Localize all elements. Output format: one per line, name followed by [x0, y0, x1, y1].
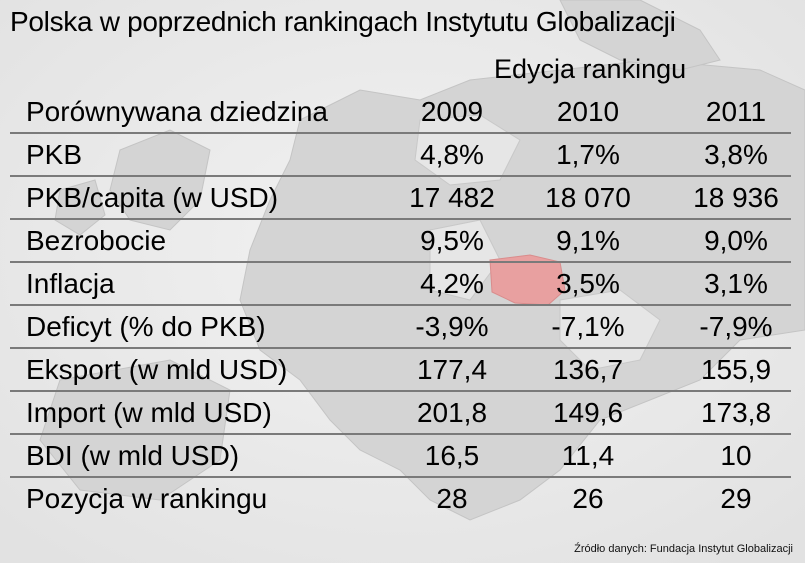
value-2009: 16,5 [424, 440, 480, 471]
value-2010: 136,7 [552, 354, 624, 385]
row-divider [10, 347, 791, 349]
column-header-2009: 2009 [420, 96, 484, 127]
row-divider [10, 433, 791, 435]
row-divider [10, 175, 791, 177]
value-2009: 4,2% [420, 268, 484, 299]
value-2010: 26 [572, 483, 604, 514]
row-label: BDI (w mld USD) [26, 440, 240, 471]
value-2009: 4,8% [420, 139, 484, 170]
value-2010: 11,4 [561, 440, 615, 471]
edition-header: Edycja rankingu [494, 54, 687, 84]
row-divider [10, 476, 791, 478]
value-2011: -7,9% [699, 311, 773, 342]
value-2011: 155,9 [700, 354, 772, 385]
value-2009: 17 482 [409, 182, 495, 213]
value-2011: 3,8% [704, 139, 768, 170]
table-row: PKB/capita (w USD) 17 482 18 070 18 936 [0, 178, 805, 220]
value-2009: -3,9% [415, 311, 489, 342]
row-label: Bezrobocie [26, 225, 167, 256]
value-2011: 29 [720, 483, 752, 514]
row-label: PKB [26, 139, 83, 170]
row-divider [10, 304, 791, 306]
row-label: PKB/capita (w USD) [26, 182, 279, 213]
value-2010: 9,1% [556, 225, 620, 256]
chart-title: Polska w poprzednich rankingach Instytut… [10, 6, 676, 37]
row-label: Import (w mld USD) [26, 397, 272, 428]
value-2009: 28 [436, 483, 468, 514]
value-2010: 149,6 [552, 397, 624, 428]
column-header-domain: Porównywana dziedzina [26, 96, 328, 127]
row-divider [10, 390, 791, 392]
value-2010: 18 070 [545, 182, 631, 213]
table-row: Import (w mld USD) 201,8 149,6 173,8 [0, 393, 805, 435]
row-label: Inflacja [26, 268, 115, 299]
source-note: Źródło danych: Fundacja Instytut Globali… [574, 543, 793, 555]
row-divider [10, 132, 791, 134]
value-2010: 1,7% [556, 139, 620, 170]
header-row: Porównywana dziedzina 2009 2010 2011 [0, 92, 805, 134]
value-2009: 9,5% [420, 225, 484, 256]
table-row: Pozycja w rankingu 28 26 29 [0, 479, 805, 521]
value-2011: 9,0% [704, 225, 768, 256]
row-label: Deficyt (% do PKB) [26, 311, 266, 342]
value-2010: -7,1% [551, 311, 625, 342]
row-divider [10, 218, 791, 220]
poland-highlight [489, 254, 566, 306]
column-header-2010: 2010 [556, 96, 620, 127]
value-2011: 173,8 [700, 397, 772, 428]
value-2009: 177,4 [416, 354, 488, 385]
value-2010: 3,5% [556, 268, 620, 299]
row-label: Eksport (w mld USD) [26, 354, 288, 385]
table-row: BDI (w mld USD) 16,5 11,4 10 [0, 436, 805, 478]
column-header-2011: 2011 [705, 96, 767, 127]
value-2011: 10 [720, 440, 752, 471]
table-row: Inflacja 4,2% 3,5% 3,1% [0, 264, 805, 306]
table-row: PKB 4,8% 1,7% 3,8% [0, 135, 805, 177]
table-row: Bezrobocie 9,5% 9,1% 9,0% [0, 221, 805, 263]
row-label: Pozycja w rankingu [26, 483, 268, 514]
table-row: Eksport (w mld USD) 177,4 136,7 155,9 [0, 350, 805, 392]
value-2011: 3,1% [704, 268, 768, 299]
table-row: Deficyt (% do PKB) -3,9% -7,1% -7,9% [0, 307, 805, 349]
row-divider [10, 261, 791, 263]
value-2011: 18 936 [693, 182, 779, 213]
value-2009: 201,8 [416, 397, 488, 428]
